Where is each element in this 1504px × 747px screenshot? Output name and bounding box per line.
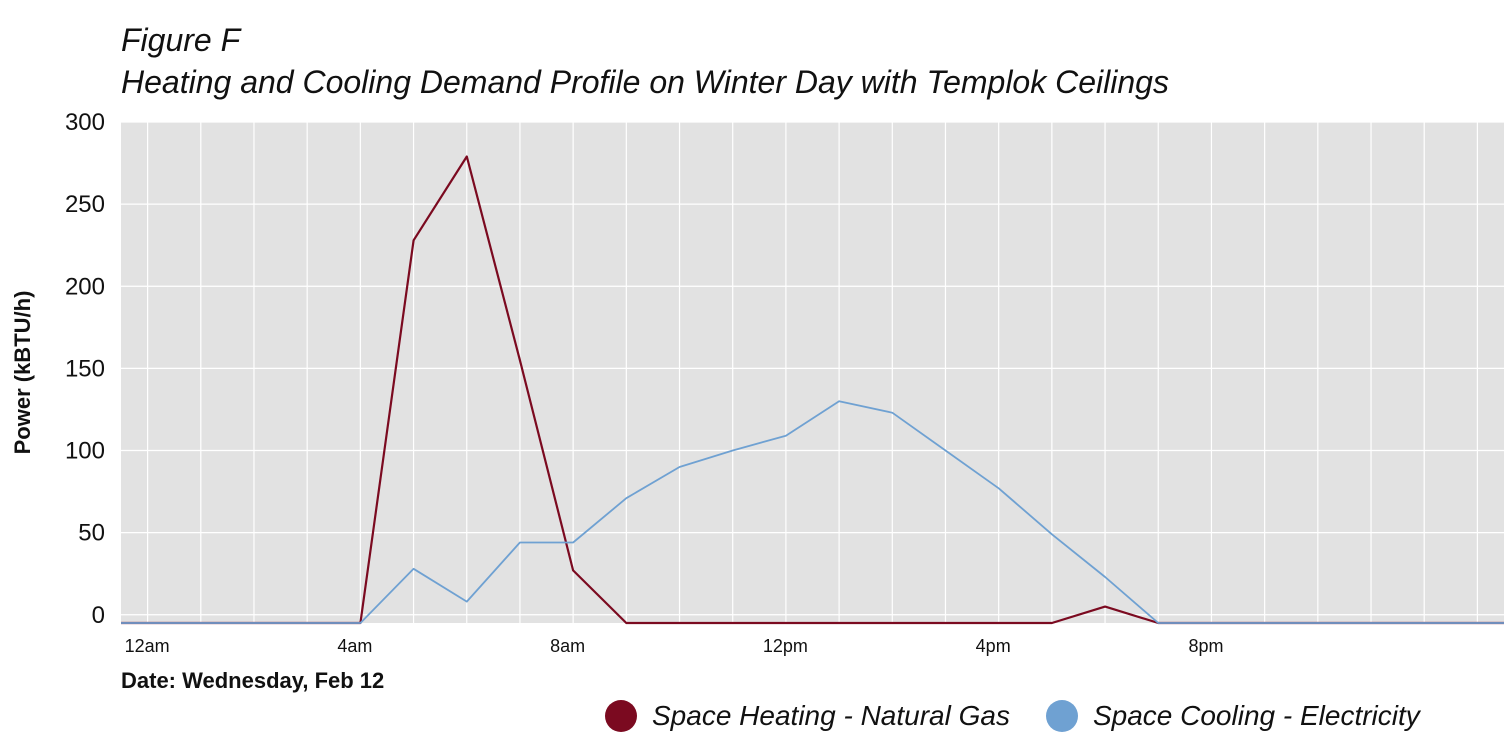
y-axis-tick-labels: 0 50 100 150 200 250 300 [65, 109, 105, 629]
series-line-cooling [121, 400, 1504, 624]
figure-title: Figure F [121, 22, 241, 58]
y-tick-label: 300 [65, 109, 105, 136]
legend-swatch-cooling [1045, 700, 1078, 732]
legend-swatch-heating [605, 700, 637, 732]
x-tick-label: 8am [550, 636, 585, 656]
x-axis-label: Date: Wednesday, Feb 12 [121, 668, 385, 693]
y-tick-label: 250 [65, 191, 105, 218]
vertical-gridlines [146, 122, 1479, 623]
x-tick-label: 12pm [763, 636, 808, 656]
series-lines [121, 155, 1504, 625]
legend-label-heating: Space Heating - Natural Gas [652, 700, 1010, 731]
x-tick-label: 4pm [976, 636, 1011, 656]
legend-item-cooling: Space Cooling - Electricity [1045, 700, 1420, 732]
legend: Space Heating - Natural Gas Space Coolin… [605, 700, 1456, 732]
y-tick-label: 50 [78, 520, 105, 547]
y-tick-label: 100 [65, 438, 105, 465]
figure-subtitle: Heating and Cooling Demand Profile on Wi… [121, 64, 1169, 100]
plot-area [121, 122, 1504, 623]
x-tick-label: 12am [125, 636, 170, 656]
x-axis-tick-labels: 12am 4am 8am 12pm 4pm 8pm [125, 636, 1224, 656]
legend-item-heating: Space Heating - Natural Gas [605, 700, 1010, 732]
y-tick-label: 200 [65, 273, 105, 300]
x-tick-label: 4am [337, 636, 372, 656]
legend-label-cooling: Space Cooling - Electricity [1092, 700, 1420, 731]
y-tick-label: 0 [92, 602, 105, 629]
y-axis-label: Power (kBTU/h) [10, 291, 35, 455]
x-tick-label: 8pm [1188, 636, 1223, 656]
y-tick-label: 150 [65, 355, 105, 382]
horizontal-gridlines [121, 121, 1504, 616]
